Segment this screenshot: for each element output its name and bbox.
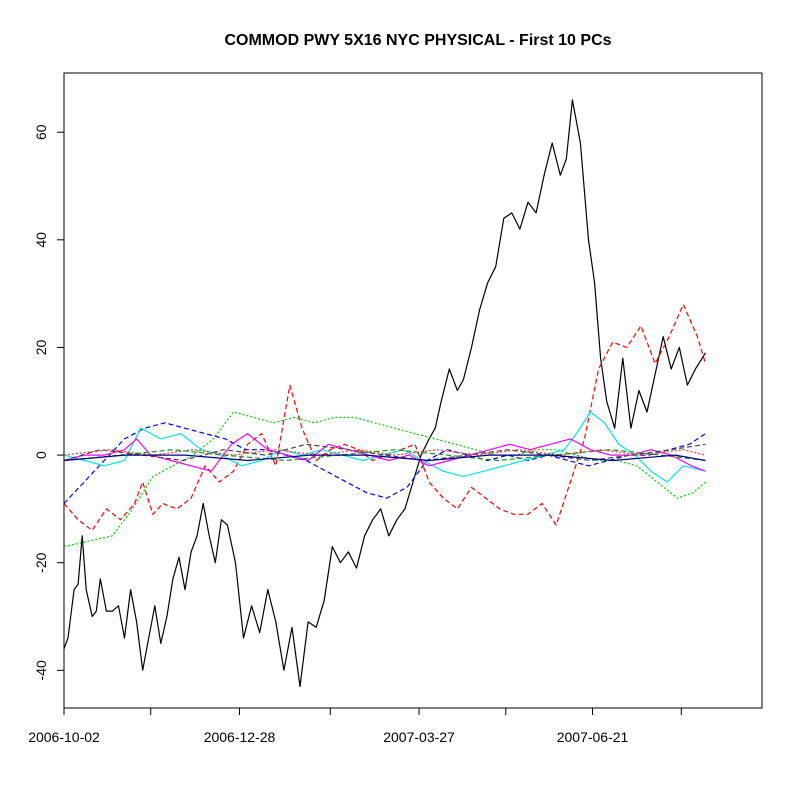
series-line-1 [63,99,707,688]
series-layer [63,99,707,688]
x-tick-label: 2006-10-02 [28,729,100,745]
plot-frame [63,72,763,709]
y-tick-label: 40 [33,232,49,248]
y-tick-label: 20 [33,339,49,355]
series-line-10 [63,454,706,462]
series-line-8 [63,449,706,456]
x-tick-label: 2006-12-28 [204,729,276,745]
x-tick-label: 2007-03-27 [383,729,455,745]
y-axis: -40 -20 0 20 40 60 [33,124,64,680]
y-tick-label: 0 [33,451,49,459]
series-line-4 [63,422,706,504]
series-line-5 [63,411,706,483]
y-tick-label: -40 [33,660,49,680]
series-line-9 [63,449,706,462]
series-line-3 [63,411,706,548]
chart-title: COMMOD PWY 5X16 NYC PHYSICAL - First 10 … [224,32,611,49]
y-tick-label: 60 [33,124,49,140]
series-line-2 [63,303,707,532]
x-axis: 2006-10-02 2006-12-28 2007-03-27 2007-06-21 [28,708,682,745]
x-tick-label: 2007-06-21 [557,729,629,745]
y-tick-label: -20 [33,552,49,572]
series-line-7 [63,443,706,462]
